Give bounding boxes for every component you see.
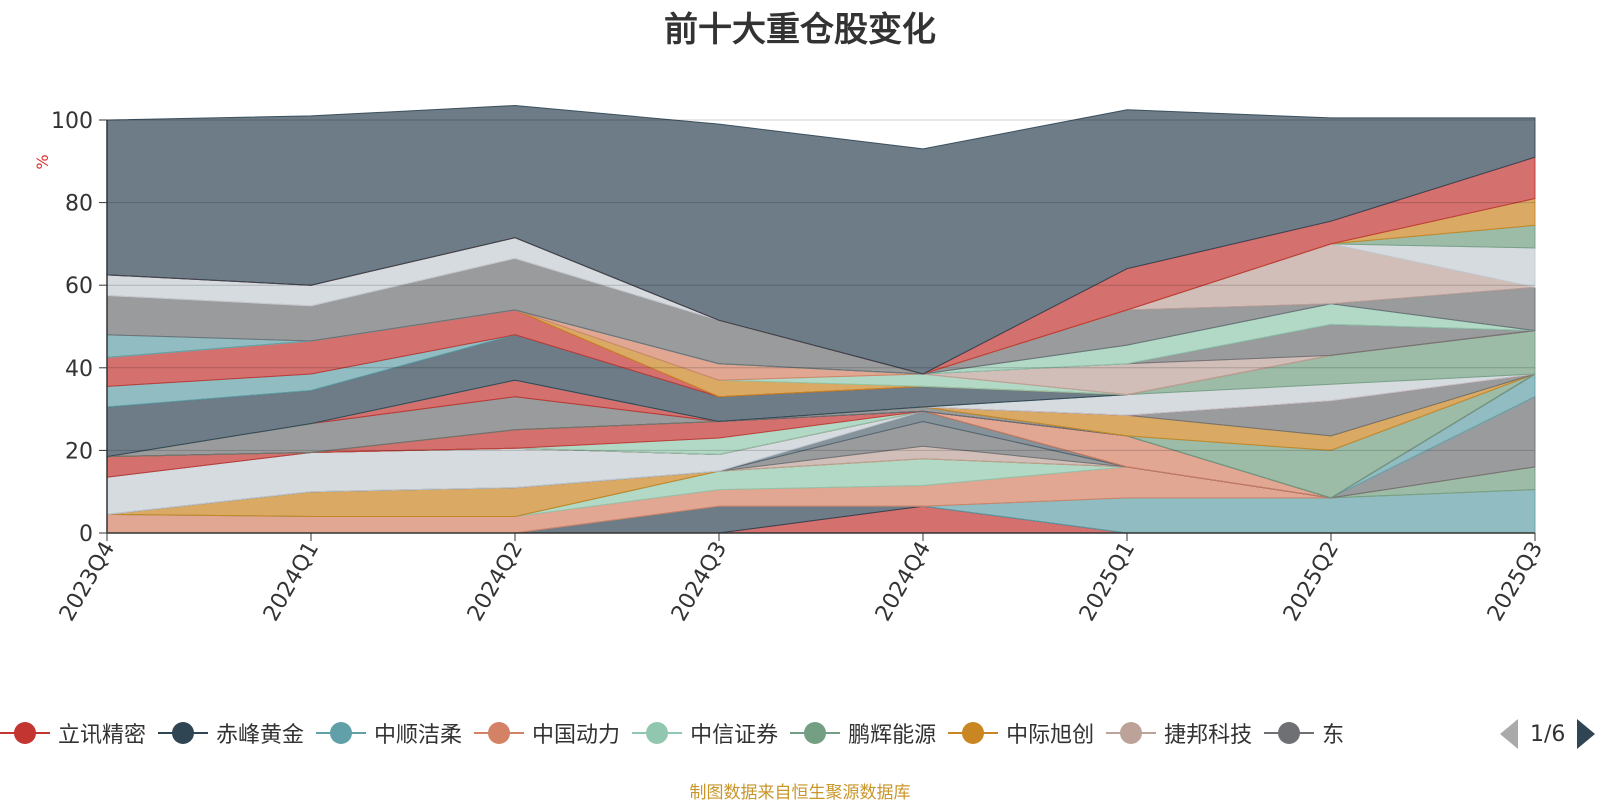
axes: [106, 120, 1535, 534]
source-note: 制图数据来自恒生聚源数据库: [689, 783, 911, 803]
legend-marker-icon: [316, 721, 367, 745]
y-tick-label: 100: [51, 109, 93, 134]
legend-item[interactable]: 捷邦科技: [1106, 717, 1252, 749]
legend-label: 东: [1322, 723, 1345, 748]
x-tick-label: 2024Q3: [667, 538, 732, 626]
y-tick-label: 60: [65, 274, 93, 299]
legend-item[interactable]: 中际旭创: [948, 717, 1094, 749]
x-tick-label: 2025Q2: [1279, 538, 1344, 626]
x-axis-ticks: 2023Q4 2024Q1 2024Q2 2024Q3 2024Q4 2025Q1 2025…: [55, 533, 1548, 626]
legend-marker-icon: [1264, 721, 1315, 745]
legend-label: 立讯精密: [58, 723, 147, 748]
legend-marker-icon: [948, 721, 999, 745]
x-tick-label: 2023Q4: [55, 538, 120, 626]
legend-item[interactable]: 东: [1264, 717, 1344, 749]
legend-item[interactable]: 中信证券: [632, 717, 778, 749]
legend-page-indicator: 1/6: [1530, 721, 1566, 747]
area-series-43[interactable]: [106, 104, 1536, 375]
gridlines: [107, 119, 1535, 451]
y-tick-label: 80: [65, 192, 93, 217]
legend-item[interactable]: 立讯精密: [0, 717, 146, 749]
legend-label: 中信证券: [690, 723, 779, 748]
x-tick-label: 2024Q2: [463, 538, 528, 626]
x-tick-label: 2024Q1: [259, 538, 324, 626]
y-tick-label: 20: [65, 439, 93, 464]
y-tick-label: 0: [79, 522, 93, 547]
legend-item[interactable]: 赤峰黄金: [158, 717, 304, 749]
y-axis-ticks: 0 20 40 60 80 100: [51, 109, 107, 547]
legend-marker-icon: [790, 721, 841, 745]
legend-label: 中国动力: [532, 723, 621, 748]
y-tick-label: 40: [65, 357, 93, 382]
x-tick-label: 2025Q1: [1075, 538, 1140, 626]
legend-marker-icon: [158, 721, 209, 745]
x-tick-label: 2025Q3: [1483, 538, 1548, 626]
legend-item[interactable]: 中国动力: [474, 717, 620, 749]
legend-label: 捷邦科技: [1164, 723, 1253, 748]
legend-item[interactable]: 中顺洁柔: [316, 717, 462, 749]
legend-marker-icon: [474, 721, 525, 745]
legend: 立讯精密 赤峰黄金 中顺洁柔 中国动力 中信证券 鹏辉能源 中际旭创 捷邦科技 东: [0, 713, 1490, 753]
legend-label: 鹏辉能源: [848, 723, 937, 748]
y-axis-label: %: [33, 154, 52, 169]
legend-item[interactable]: 鹏辉能源: [790, 717, 936, 749]
legend-pager: 1/6: [1500, 718, 1596, 750]
legend-label: 中际旭创: [1006, 723, 1095, 748]
legend-prev-page-button[interactable]: [1500, 719, 1518, 749]
chart-title: 前十大重仓股变化: [664, 10, 936, 50]
legend-marker-icon: [632, 721, 683, 745]
legend-marker-icon: [1106, 721, 1157, 745]
x-tick-label: 2024Q4: [871, 538, 936, 626]
legend-next-page-button[interactable]: [1577, 719, 1596, 749]
legend-label: 中顺洁柔: [374, 723, 463, 748]
legend-marker-icon: [0, 721, 50, 745]
legend-label: 赤峰黄金: [216, 723, 305, 748]
area-series-group: [106, 104, 1536, 534]
